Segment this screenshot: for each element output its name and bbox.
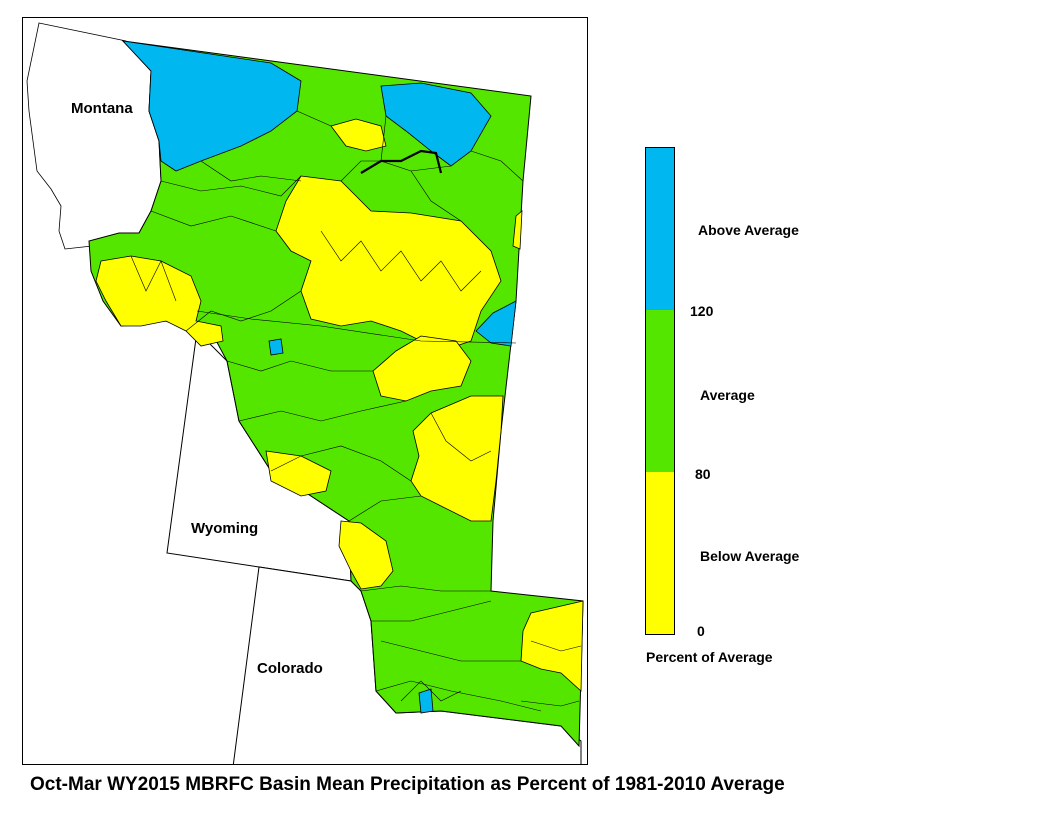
state-label-wyoming: Wyoming [191,520,259,537]
above-average-region-south [418,688,434,714]
legend-band-below [646,472,674,634]
below-average-region-east [410,395,504,522]
map-frame: Montana Wyoming Colorado [22,17,588,765]
above-average-region-east [475,300,517,347]
state-label-colorado: Colorado [257,660,323,677]
below-average-region-north-small [330,118,387,152]
below-average-region-south [338,520,394,590]
legend-label-below: Below Average [700,548,800,564]
legend-color-bar [645,147,675,635]
state-label-montana: Montana [71,100,133,117]
legend-title: Percent of Average [646,649,773,665]
legend-tick-80: 80 [695,466,711,482]
legend-label-above: Above Average [698,222,799,238]
basin-boundaries [130,110,582,712]
below-average-region-west [95,255,224,347]
above-average-region-small [268,338,284,356]
legend-band-above [646,148,674,310]
river-line [360,149,443,174]
below-average-region-east-edge [512,210,523,250]
legend-band-average [646,310,674,472]
basin-map [26,22,584,764]
basin-region-average [88,40,584,748]
legend-tick-120: 120 [690,303,714,319]
above-average-region-northeast [380,82,492,167]
below-average-region-southeast [520,600,584,692]
below-average-region-middle [372,335,472,402]
legend-label-average: Average [700,387,755,403]
legend-tick-0: 0 [697,623,705,639]
map-caption: Oct-Mar WY2015 MBRFC Basin Mean Precipit… [30,774,785,795]
